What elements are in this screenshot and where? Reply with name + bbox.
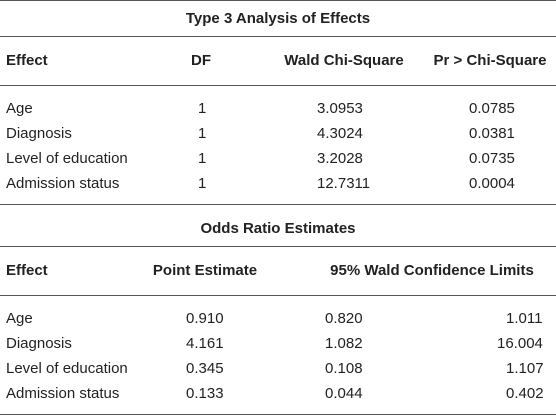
odds-effect-cell: Level of education	[6, 360, 128, 377]
type3-effect-cell: Age	[6, 100, 33, 117]
type3-pr-cell: 0.0004	[469, 175, 515, 192]
type3-wald-cell: 3.0953	[317, 100, 363, 117]
type3-header-effect: Effect	[6, 52, 48, 69]
odds-point-cell: 4.161	[186, 335, 224, 352]
odds-header-point: Point Estimate	[152, 262, 258, 279]
type3-header-pr: Pr > Chi-Square	[433, 52, 547, 69]
odds-effect-cell: Admission status	[6, 385, 120, 402]
odds-effect-cell: Diagnosis	[6, 335, 72, 352]
type3-effect-cell: Admission status	[6, 175, 120, 192]
type3-effect-cell: Level of education	[6, 150, 128, 167]
odds-title: Odds Ratio Estimates	[0, 211, 556, 247]
type3-header-row: Effect DF Wald Chi-Square Pr > Chi-Squar…	[0, 37, 556, 86]
table-row: Admission status 1 12.7311 0.0004	[0, 171, 556, 196]
type3-header-wald: Wald Chi-Square	[284, 52, 404, 69]
type3-wald-cell: 4.3024	[317, 125, 363, 142]
odds-lower-cell: 1.082	[325, 335, 363, 352]
table-row: Diagnosis 4.161 1.082 16.004	[0, 331, 556, 356]
type3-wald-cell: 3.2028	[317, 150, 363, 167]
odds-table: Odds Ratio Estimates Effect Point Estima…	[0, 211, 556, 415]
odds-effect-cell: Age	[6, 310, 33, 327]
odds-lower-cell: 0.108	[325, 360, 363, 377]
odds-header-effect: Effect	[6, 262, 48, 279]
odds-header-row: Effect Point Estimate 95% Wald Confidenc…	[0, 247, 556, 296]
type3-title: Type 3 Analysis of Effects	[0, 1, 556, 37]
type3-df-cell: 1	[198, 175, 207, 192]
type3-wald-cell: 12.7311	[317, 175, 371, 192]
table-row: Level of education 0.345 0.108 1.107	[0, 356, 556, 381]
type3-pr-cell: 0.0381	[469, 125, 515, 142]
type3-df-cell: 1	[198, 100, 207, 117]
odds-point-cell: 0.133	[186, 385, 224, 402]
odds-lower-cell: 0.044	[325, 385, 363, 402]
type3-pr-cell: 0.0785	[469, 100, 515, 117]
type3-pr-cell: 0.0735	[469, 150, 515, 167]
table-row: Diagnosis 1 4.3024 0.0381	[0, 121, 556, 146]
type3-df-cell: 1	[198, 125, 207, 142]
odds-lower-cell: 0.820	[325, 310, 363, 327]
odds-upper-cell: 1.107	[506, 360, 544, 377]
type3-header-df: DF	[191, 52, 211, 69]
odds-upper-cell: 16.004	[497, 335, 543, 352]
table-row: Level of education 1 3.2028 0.0735	[0, 146, 556, 171]
table-row: Age 0.910 0.820 1.011	[0, 306, 556, 331]
table-row: Age 1 3.0953 0.0785	[0, 96, 556, 121]
type3-table: Type 3 Analysis of Effects Effect DF Wal…	[0, 0, 556, 205]
table-row: Admission status 0.133 0.044 0.402	[0, 381, 556, 406]
odds-point-cell: 0.910	[186, 310, 224, 327]
odds-point-cell: 0.345	[186, 360, 224, 377]
type3-df-cell: 1	[198, 150, 207, 167]
odds-upper-cell: 0.402	[506, 385, 544, 402]
odds-upper-cell: 1.011	[506, 310, 543, 327]
odds-header-wald-limits: 95% Wald Confidence Limits	[330, 262, 534, 279]
type3-effect-cell: Diagnosis	[6, 125, 72, 142]
